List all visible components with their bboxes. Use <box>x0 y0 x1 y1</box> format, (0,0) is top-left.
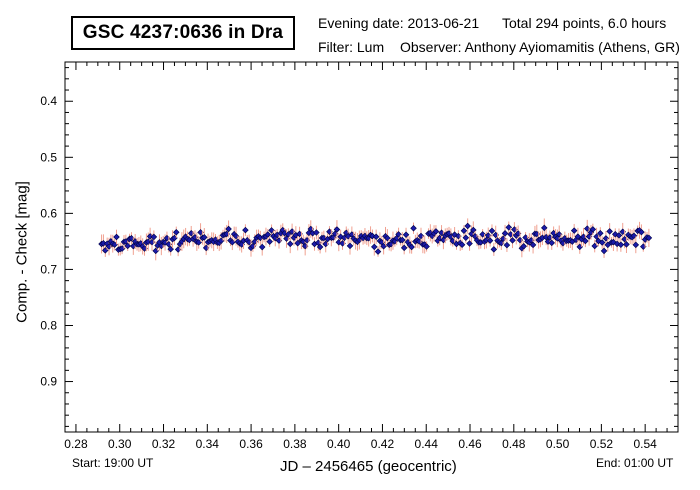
data-point <box>410 224 417 232</box>
data-point <box>582 237 589 245</box>
data-point <box>486 237 494 244</box>
data-point <box>294 239 301 247</box>
data-point <box>258 243 266 251</box>
data-point <box>570 227 578 234</box>
data-point <box>316 243 324 251</box>
data-point <box>124 242 131 250</box>
data-point <box>598 239 606 246</box>
x-tick-label: 0.40 <box>327 437 351 451</box>
data-point <box>606 228 613 235</box>
data-point <box>501 230 509 237</box>
y-tick-label: 0.5 <box>40 150 57 164</box>
data-point <box>408 243 415 251</box>
data-point <box>509 237 516 244</box>
data-point <box>371 243 378 251</box>
y-tick-label: 0.8 <box>40 318 57 332</box>
x-axis-label: JD – 2456465 (geocentric) <box>280 458 457 475</box>
data-point <box>242 226 249 234</box>
data-point <box>548 239 555 247</box>
data-point <box>201 234 208 241</box>
y-axis-label: Comp. - Check [mag] <box>13 181 31 323</box>
chart-title: GSC 4237:0636 in Dra <box>71 16 295 50</box>
evening-date: Evening date: 2013-06-21 <box>318 15 480 31</box>
x-tick-label: 0.36 <box>239 437 263 451</box>
data-point <box>113 233 120 241</box>
data-point <box>488 227 496 235</box>
chart-title-text: GSC 4237:0636 in Dra <box>82 22 284 43</box>
data-point <box>173 228 180 236</box>
data-point <box>333 226 341 233</box>
x-tick-label: 0.44 <box>415 437 439 451</box>
data-point <box>372 233 380 241</box>
data-point <box>313 229 320 236</box>
data-point <box>150 233 158 241</box>
x-tick-label: 0.38 <box>283 437 307 451</box>
data-point <box>632 241 640 249</box>
x-tick-label: 0.30 <box>108 437 132 451</box>
x-tick-label: 0.46 <box>458 437 482 451</box>
data-point <box>432 228 440 235</box>
data-point <box>423 243 430 250</box>
data-point <box>615 232 623 239</box>
x-tick-label: 0.28 <box>64 437 88 451</box>
data-point <box>645 234 653 242</box>
data-point <box>464 222 471 230</box>
data-point <box>490 246 498 253</box>
data-point <box>374 248 382 255</box>
data-point <box>617 241 625 249</box>
data-point <box>520 242 527 250</box>
data-point <box>638 228 645 236</box>
data-point <box>286 240 294 248</box>
x-tick-label: 0.54 <box>633 437 657 451</box>
data-point <box>604 241 612 249</box>
x-tick-label: 0.52 <box>590 437 614 451</box>
data-point <box>264 231 272 238</box>
x-tick-label: 0.48 <box>502 437 526 451</box>
data-point <box>346 242 354 250</box>
x-tick-label: 0.50 <box>546 437 570 451</box>
data-point <box>462 234 470 242</box>
data-point <box>458 241 466 248</box>
filter-label: Filter: Lum <box>318 39 385 55</box>
y-tick-label: 0.7 <box>40 262 57 276</box>
y-tick-label: 0.6 <box>40 206 57 220</box>
y-tick-label: 0.9 <box>40 375 57 389</box>
start-time: Start: 19:00 UT <box>72 456 154 470</box>
data-point <box>529 241 537 249</box>
x-tick-label: 0.34 <box>196 437 220 451</box>
data-point <box>600 247 608 255</box>
data-point <box>225 225 232 233</box>
x-tick-label: 0.32 <box>152 437 176 451</box>
data-point <box>503 241 511 249</box>
end-time: End: 01:00 UT <box>596 456 674 470</box>
x-tick-label: 0.42 <box>371 437 395 451</box>
data-point <box>266 238 273 245</box>
data-point <box>597 230 604 237</box>
total-points: Total 294 points, 6.0 hours <box>502 15 667 31</box>
data-point <box>400 244 408 252</box>
observer-label: Observer: Anthony Ayiomamitis (Athens, G… <box>400 39 680 55</box>
data-point <box>623 241 630 248</box>
y-tick-label: 0.4 <box>40 94 57 108</box>
data-point <box>589 226 597 233</box>
data-point <box>460 227 468 235</box>
data-point <box>574 233 582 240</box>
